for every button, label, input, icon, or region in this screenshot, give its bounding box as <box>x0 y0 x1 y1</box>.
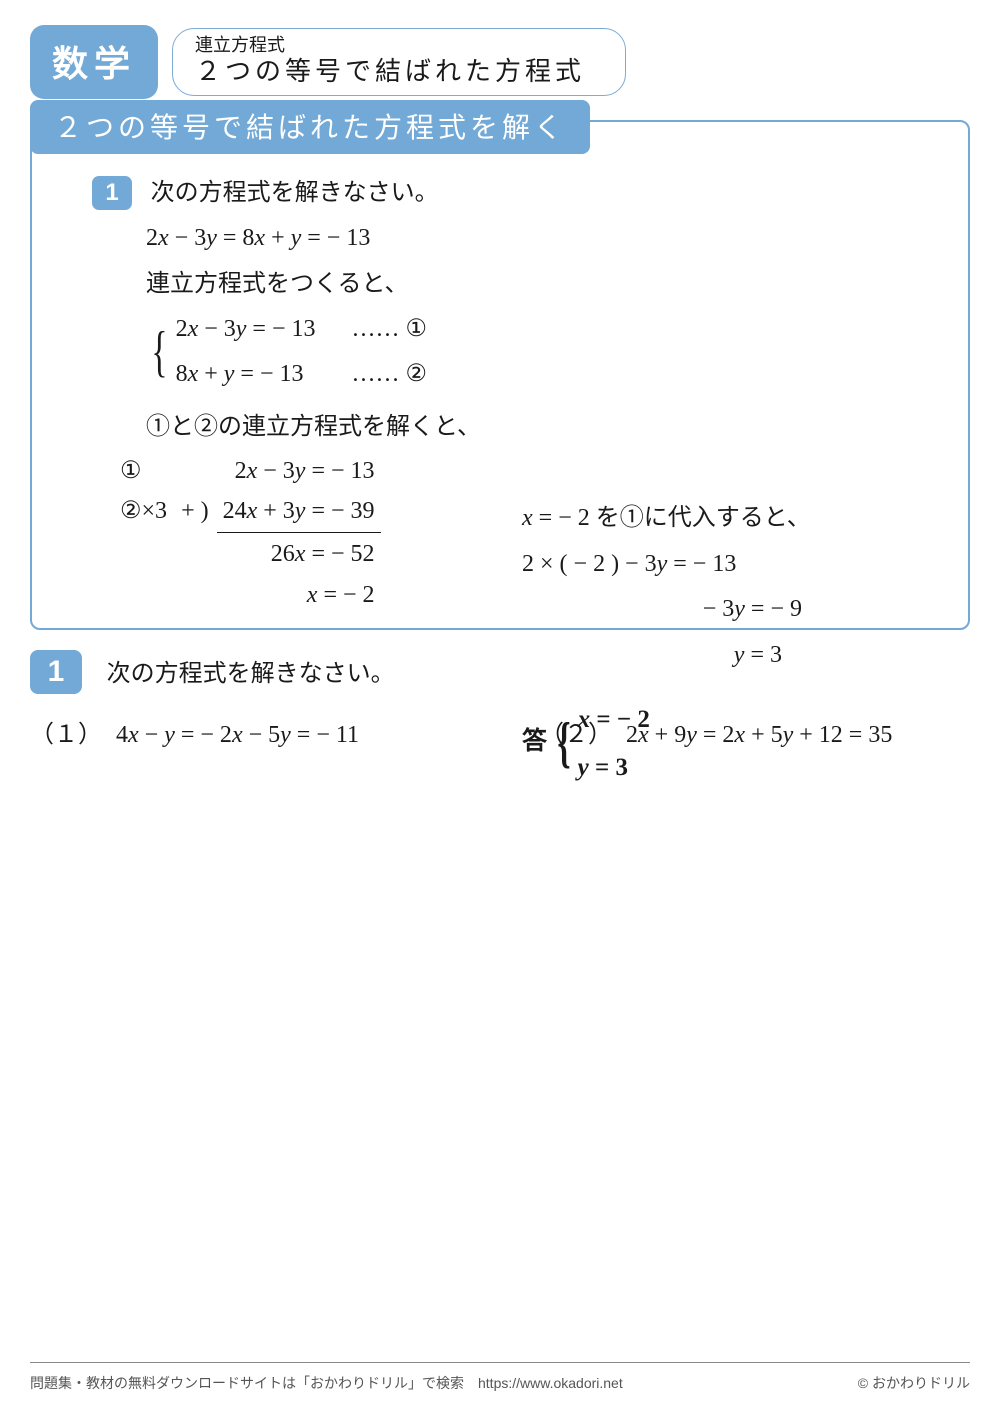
exercise-section: 1 次の方程式を解きなさい。 （１） 4x − y = − 2x − 5y = … <box>30 650 970 749</box>
topic-main: ２つの等号で結ばれた方程式 <box>195 56 585 87</box>
make-system-text: 連立方程式をつくると、 <box>92 261 932 307</box>
answer-y: y = 3 <box>578 754 628 781</box>
work-r1-tag: ① <box>114 452 173 490</box>
worksheet-header: 数学 連立方程式 ２つの等号で結ばれた方程式 <box>30 25 626 99</box>
sub-line3: − 3y = − 9 <box>522 587 902 633</box>
brace-icon: { <box>151 337 167 368</box>
exercise-number-badge: 1 <box>30 650 82 694</box>
system-eq-2: 8x + y = − 13 …… ② <box>176 361 427 387</box>
example-panel: ２つの等号で結ばれた方程式を解く 1 次の方程式を解きなさい。 2x − 3y … <box>30 120 970 630</box>
elimination-work: ① 2x − 3y = − 13 ②×3 + ) 24x + 3y = − 39 <box>112 450 383 617</box>
problem-1-number: （１） <box>30 722 102 748</box>
work-r3-eq: 26x = − 52 <box>217 535 381 573</box>
sub-line1: x = − 2 を①に代入すると、 <box>522 496 902 542</box>
exercise-head: 1 次の方程式を解きなさい。 <box>30 650 970 694</box>
sub-line2: 2 × ( − 2 ) − 3y = − 13 <box>522 542 902 588</box>
work-r2-plus: + ) <box>175 492 215 530</box>
footer-right: © おかわりドリル <box>858 1373 970 1393</box>
title-box: 連立方程式 ２つの等号で結ばれた方程式 <box>172 28 626 97</box>
example-instruction: 次の方程式を解きなさい。 <box>151 179 439 206</box>
topic-small: 連立方程式 <box>195 35 585 57</box>
footer-left: 問題集・教材の無料ダウンロードサイトは「おかわりドリル」で検索 https://… <box>30 1373 623 1393</box>
work-r4-eq: x = − 2 <box>217 576 381 614</box>
work-r1-eq: 2x − 3y = − 13 <box>217 452 381 490</box>
system-brace: { 2x − 3y = − 13 …… ① 8x + y = − 13 …… ② <box>92 307 932 398</box>
work-r2-tag: ②×3 <box>114 492 173 530</box>
work-r2-eq: 24x + 3y = − 39 <box>217 492 381 530</box>
exercise-instruction: 次の方程式を解きなさい。 <box>107 660 395 687</box>
eq2-tag: …… ② <box>352 361 428 387</box>
page-footer: 問題集・教材の無料ダウンロードサイトは「おかわりドリル」で検索 https://… <box>30 1362 970 1393</box>
solve-system-text: ①と②の連立方程式を解くと、 <box>92 404 522 450</box>
example-head: 1 次の方程式を解きなさい。 <box>92 170 932 216</box>
example-number-badge: 1 <box>92 176 132 210</box>
problem-1: （１） 4x − y = − 2x − 5y = − 11 <box>30 714 460 749</box>
eq1-tag: …… ① <box>352 316 428 342</box>
problem-2: （２） 2x + 9y = 2x + 5y + 12 = 35 <box>540 714 970 749</box>
problem-2-number: （２） <box>540 722 612 748</box>
panel-title: ２つの等号で結ばれた方程式を解く <box>30 100 590 154</box>
subject-badge: 数学 <box>30 25 158 99</box>
system-eq-1: 2x − 3y = − 13 …… ① <box>176 316 427 342</box>
given-equation: 2x − 3y = 8x + y = − 13 <box>92 216 932 262</box>
